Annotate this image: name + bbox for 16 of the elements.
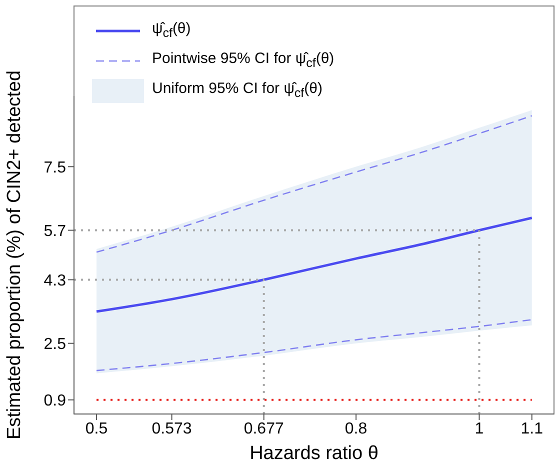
y-tick-label: 7.5 [44, 159, 66, 176]
y-tick-label: 0.9 [44, 392, 66, 410]
x-tick-label: 1 [474, 420, 484, 438]
x-tick-label: 0.573 [152, 420, 192, 438]
y-tick-label: 2.5 [44, 336, 66, 354]
annotation: Uniform 95% CI for ψ̂$_{cf}$(θ) [152, 79, 322, 102]
x-axis-title: Hazards ratio θ [250, 443, 378, 464]
x-tick-label: 0.8 [344, 420, 368, 438]
x-tick-label: 1.1 [520, 420, 544, 438]
y-tick-label: 4.3 [44, 272, 66, 290]
legend-label: ψ̂$_{cf}$(θ) [152, 19, 191, 42]
y-tick-label: 5.7 [44, 222, 66, 240]
x-tick-label: 0.5 [85, 420, 108, 438]
x-tick-label: 0.677 [244, 420, 284, 438]
y-axis-title: Estimated proportion (%) of CIN2+ detected [4, 70, 25, 440]
legend-label: Pointwise 95% CI for ψ̂$_{cf}$(θ) [152, 49, 334, 72]
